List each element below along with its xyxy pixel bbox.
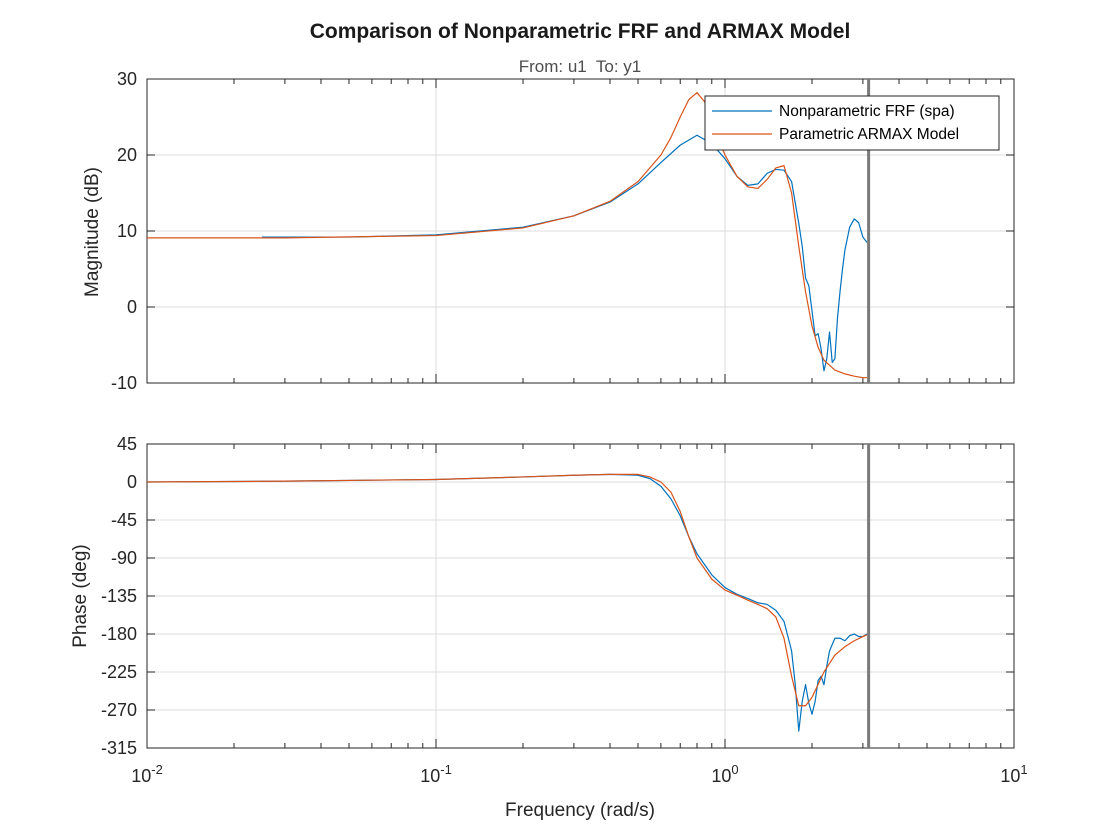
series-line-armax [147,473,868,707]
y-axis-label-phase: Phase (deg) [70,544,91,648]
legend-entry-armax: Parametric ARMAX Model [779,126,959,143]
series-line-spa [262,134,868,372]
phase-panel: -315 -270 -225 -180 -135 -90 -45 0 45 [101,434,1015,758]
y-tick-label: 0 [127,472,137,492]
x-axis-label: Frequency (rad/s) [505,800,655,821]
x-tick-label: 101 [1000,762,1027,786]
y-axis-label-magnitude: Magnitude (dB) [82,167,103,297]
y-tick-label: -315 [101,738,137,758]
y-tick-label: 20 [117,145,137,165]
series-line-armax [147,92,867,379]
y-tick-label: -225 [101,662,137,682]
y-tick-label: 30 [117,69,137,89]
y-tick-label: -90 [111,548,137,568]
chart-title: Comparison of Nonparametric FRF and ARMA… [310,20,851,43]
y-tick-label: -180 [101,624,137,644]
legend-entry-spa: Nonparametric FRF (spa) [779,103,955,120]
y-tick-label: -45 [111,510,137,530]
legend: Nonparametric FRF (spa) Parametric ARMAX… [704,95,1000,151]
y-tick-label: -270 [101,700,137,720]
y-tick-label: 45 [117,434,137,454]
x-tick-labels: 10-2 10-1 100 101 [131,762,1027,786]
series-line-spa [147,473,868,732]
legend-box [704,95,1000,151]
x-tick-label: 10-2 [131,762,163,786]
chart-subtitle: From: u1 To: y1 [519,57,642,76]
x-tick-label: 10-1 [420,762,452,786]
y-tick-label: 0 [127,297,137,317]
y-tick-label: 10 [117,221,137,241]
y-tick-label: -10 [111,373,137,393]
y-tick-label: -135 [101,586,137,606]
x-tick-label: 100 [711,762,738,786]
magnitude-panel: -10 0 10 20 30 [111,69,1015,393]
